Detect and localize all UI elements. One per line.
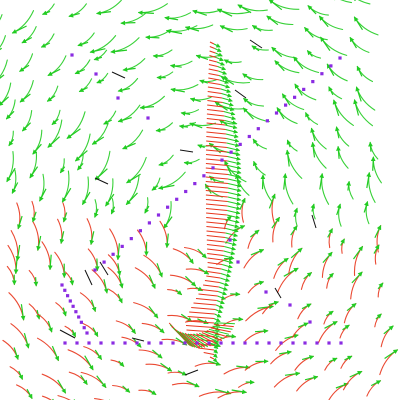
marker-point-diagonal: [103, 261, 106, 264]
marker-point-curve: [72, 305, 75, 308]
marker-point-diagonal: [184, 190, 187, 193]
marker-point-horizontal: [75, 341, 78, 344]
marker-point-curve: [85, 331, 88, 334]
marker-point-diagonal: [293, 96, 296, 99]
marker-point-curve: [66, 294, 69, 297]
marker-point-diagonal: [266, 119, 269, 122]
flow-arrow: [97, 259, 98, 271]
marker-point-scatter: [94, 72, 97, 75]
marker-point-diagonal: [311, 80, 314, 83]
marker-point-horizontal: [315, 341, 318, 344]
marker-point-horizontal: [279, 341, 282, 344]
marker-point-diagonal: [338, 56, 341, 59]
marker-point-curve: [60, 283, 63, 286]
marker-point-diagonal: [239, 143, 242, 146]
marker-point-horizontal: [243, 341, 246, 344]
marker-point-horizontal: [207, 341, 210, 344]
marker-point-diagonal: [112, 253, 115, 256]
marker-point-curve: [63, 289, 66, 292]
marker-point-horizontal: [111, 341, 114, 344]
flow-arrow: [233, 319, 243, 320]
marker-point-diagonal: [130, 237, 133, 240]
marker-point-curve: [74, 310, 77, 313]
marker-point-horizontal: [135, 341, 138, 344]
marker-point-scatter: [228, 238, 231, 241]
marker-point-diagonal: [202, 174, 205, 177]
flow-arrow: [263, 175, 264, 189]
marker-point-scatter: [146, 116, 149, 119]
marker-point-horizontal: [147, 341, 150, 344]
marker-point-horizontal: [327, 341, 330, 344]
marker-point-diagonal: [220, 159, 223, 162]
marker-point-horizontal: [339, 341, 342, 344]
marker-point-diagonal: [329, 64, 332, 67]
marker-point-curve: [83, 326, 86, 329]
marker-point-diagonal: [211, 166, 214, 169]
marker-point-diagonal: [121, 245, 124, 248]
marker-point-diagonal: [284, 104, 287, 107]
marker-point-horizontal: [303, 341, 306, 344]
marker-point-diagonal: [302, 88, 305, 91]
marker-point-horizontal: [267, 341, 270, 344]
flow-arrow: [373, 157, 374, 171]
flow-arrow: [370, 142, 371, 151]
marker-point-horizontal: [255, 341, 258, 344]
marker-point-diagonal: [157, 213, 160, 216]
marker-point-horizontal: [123, 341, 126, 344]
marker-point-horizontal: [219, 341, 222, 344]
marker-point-scatter: [236, 260, 239, 263]
marker-point-diagonal: [139, 229, 142, 232]
marker-point-diagonal: [175, 198, 178, 201]
marker-point-scatter: [70, 53, 73, 56]
marker-point-diagonal: [230, 151, 233, 154]
marker-point-diagonal: [275, 111, 278, 114]
flow-arrow: [36, 277, 37, 286]
marker-point-diagonal: [320, 72, 323, 75]
marker-point-horizontal: [99, 341, 102, 344]
marker-point-horizontal: [63, 341, 66, 344]
marker-point-curve: [80, 321, 83, 324]
marker-point-horizontal: [87, 341, 90, 344]
marker-point-diagonal: [93, 268, 96, 271]
marker-point-horizontal: [291, 341, 294, 344]
marker-point-horizontal: [195, 341, 198, 344]
marker-point-diagonal: [257, 127, 260, 130]
marker-point-curve: [69, 299, 72, 302]
marker-point-horizontal: [159, 341, 162, 344]
flow-arrow: [121, 23, 135, 24]
marker-point-scatter: [116, 96, 119, 99]
marker-point-diagonal: [193, 182, 196, 185]
marker-point-scatter: [264, 290, 267, 293]
marker-point-horizontal: [183, 341, 186, 344]
marker-point-horizontal: [171, 341, 174, 344]
marker-point-diagonal: [166, 206, 169, 209]
marker-point-scatter: [308, 320, 311, 323]
marker-point-diagonal: [148, 221, 151, 224]
marker-point-horizontal: [231, 341, 234, 344]
marker-point-scatter: [288, 303, 291, 306]
marker-point-diagonal: [248, 135, 251, 138]
flow-arrow: [146, 37, 159, 38]
marker-point-curve: [77, 315, 80, 318]
